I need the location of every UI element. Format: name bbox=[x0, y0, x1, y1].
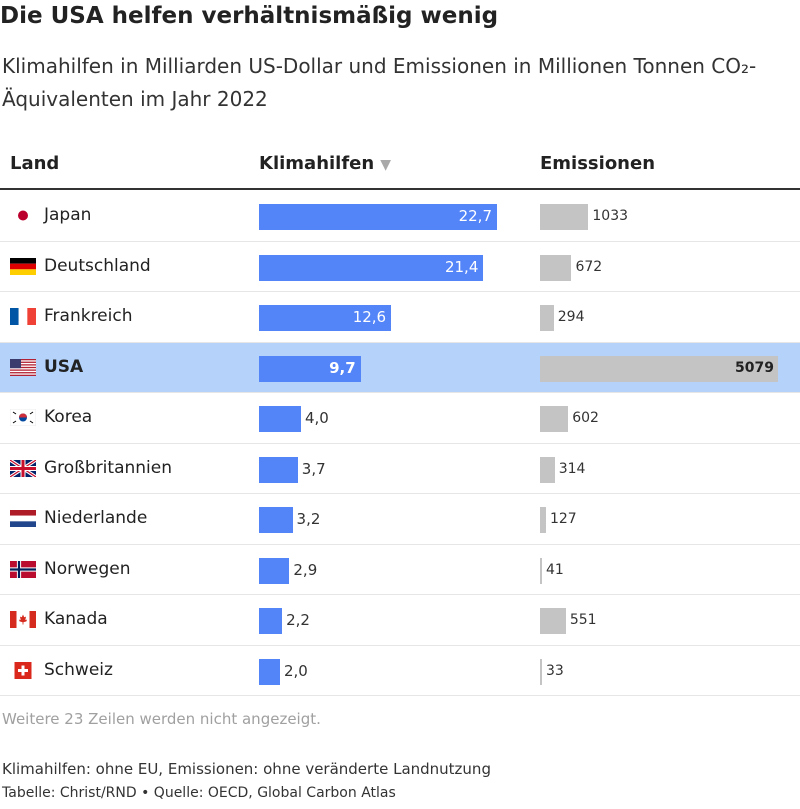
emissionen-bar bbox=[540, 355, 778, 382]
country-name: Korea bbox=[44, 407, 93, 427]
uk-flag-icon bbox=[9, 458, 37, 478]
country-name: USA bbox=[44, 356, 84, 377]
footnote: Klimahilfen: ohne EU, Emissionen: ohne v… bbox=[2, 760, 491, 778]
usa-flag-icon bbox=[10, 358, 36, 376]
emissionen-bar bbox=[540, 608, 566, 634]
emissionen-bar bbox=[540, 557, 542, 584]
klimahilfen-bar bbox=[259, 507, 293, 533]
country-name: Japan bbox=[44, 205, 92, 225]
emissionen-value: 127 bbox=[549, 511, 577, 527]
germany-flag-icon bbox=[10, 257, 36, 275]
sort-desc-icon[interactable]: ▼ bbox=[380, 157, 391, 173]
table-row[interactable]: Deutschland 21,4 672 bbox=[0, 242, 800, 292]
klimahilfen-bar bbox=[259, 305, 392, 331]
klimahilfen-bar bbox=[259, 658, 280, 685]
table-row[interactable]: Frankreich 12,6 294 bbox=[0, 292, 800, 343]
emissionen-value: 294 bbox=[557, 309, 585, 325]
klimahilfen-bar bbox=[259, 204, 497, 230]
klimahilfen-value: 2,0 bbox=[283, 661, 308, 680]
klimahilfen-value: 21,4 bbox=[444, 257, 479, 276]
country-name: Norwegen bbox=[44, 558, 131, 579]
emissionen-bar bbox=[540, 658, 542, 685]
emissionen-value: 33 bbox=[546, 662, 564, 679]
table-row[interactable]: Norwegen 2,9 41 bbox=[0, 545, 800, 595]
emissionen-bar bbox=[540, 305, 554, 331]
klimahilfen-bar bbox=[259, 355, 361, 382]
emissionen-bar bbox=[540, 406, 569, 432]
table-row[interactable]: Niederlande 3,2 127 bbox=[0, 494, 800, 545]
emissionen-value: 1033 bbox=[592, 208, 629, 224]
column-header-klimahilfen[interactable]: Klimahilfen ▼ bbox=[259, 153, 391, 174]
norway-flag-icon bbox=[10, 560, 36, 578]
emissionen-bar bbox=[540, 507, 546, 533]
country-name: Schweiz bbox=[44, 659, 113, 680]
japan-flag-icon bbox=[10, 207, 36, 224]
korea-flag-icon bbox=[9, 408, 37, 427]
emissionen-value: 314 bbox=[558, 460, 586, 477]
emissionen-bar bbox=[540, 456, 555, 483]
country-name: Frankreich bbox=[44, 306, 133, 326]
klimahilfen-value: 4,0 bbox=[304, 409, 329, 427]
emissionen-value: 672 bbox=[575, 258, 603, 275]
klimahilfen-value: 22,7 bbox=[458, 207, 492, 225]
column-header-land[interactable]: Land bbox=[10, 153, 60, 174]
table-body: Japan 22,7 1033 Deutschland 21,4 672 Frankreic… bbox=[0, 191, 800, 696]
klimahilfen-bar bbox=[259, 406, 301, 432]
header-divider bbox=[0, 188, 800, 190]
table-row[interactable]: Schweiz 2,0 33 bbox=[0, 646, 800, 696]
more-rows-note: Weitere 23 Zeilen werden nicht angezeigt… bbox=[2, 710, 321, 728]
column-header-emissionen[interactable]: Emissionen bbox=[540, 153, 656, 174]
source-credit: Tabelle: Christ/RND • Quelle: OECD, Glob… bbox=[2, 785, 396, 801]
chart-subtitle: Klimahilfen in Milliarden US-Dollar und … bbox=[2, 54, 757, 111]
klimahilfen-value: 3,2 bbox=[296, 510, 321, 528]
switzerland-flag-icon bbox=[10, 661, 36, 679]
klimahilfen-bar bbox=[259, 456, 298, 483]
klimahilfen-bar bbox=[259, 254, 484, 281]
country-name: Deutschland bbox=[44, 255, 151, 276]
emissionen-value: 5079 bbox=[735, 359, 774, 376]
country-name: Großbritannien bbox=[44, 457, 172, 478]
emissionen-bar bbox=[540, 254, 572, 281]
emissionen-value: 41 bbox=[546, 561, 564, 578]
emissionen-bar bbox=[540, 204, 589, 230]
table-row[interactable]: Korea 4,0 602 bbox=[0, 393, 800, 444]
klimahilfen-bar bbox=[259, 608, 283, 634]
country-name: Kanada bbox=[44, 609, 108, 629]
canada-flag-icon bbox=[10, 611, 36, 628]
table-row[interactable]: Kanada 2,2 551 bbox=[0, 595, 800, 646]
country-name: Niederlande bbox=[44, 508, 148, 528]
table-row[interactable]: Japan 22,7 1033 bbox=[0, 191, 800, 242]
table-row[interactable]: USA 9,7 5079 bbox=[0, 342, 800, 393]
klimahilfen-value: 2,2 bbox=[286, 611, 310, 629]
chart-title: Die USA helfen verhältnismäßig wenig bbox=[0, 3, 499, 29]
klimahilfen-bar bbox=[259, 557, 290, 584]
klimahilfen-value: 2,9 bbox=[293, 560, 318, 579]
netherlands-flag-icon bbox=[10, 510, 36, 527]
column-header-klimahilfen-label: Klimahilfen bbox=[259, 153, 375, 174]
emissionen-value: 551 bbox=[569, 612, 597, 628]
table-row[interactable]: Großbritannien 3,7 314 bbox=[0, 444, 800, 494]
klimahilfen-value: 3,7 bbox=[301, 459, 326, 478]
france-flag-icon bbox=[10, 308, 36, 325]
klimahilfen-value: 9,7 bbox=[329, 358, 356, 377]
emissionen-value: 602 bbox=[572, 410, 599, 426]
klimahilfen-value: 12,6 bbox=[352, 308, 387, 326]
